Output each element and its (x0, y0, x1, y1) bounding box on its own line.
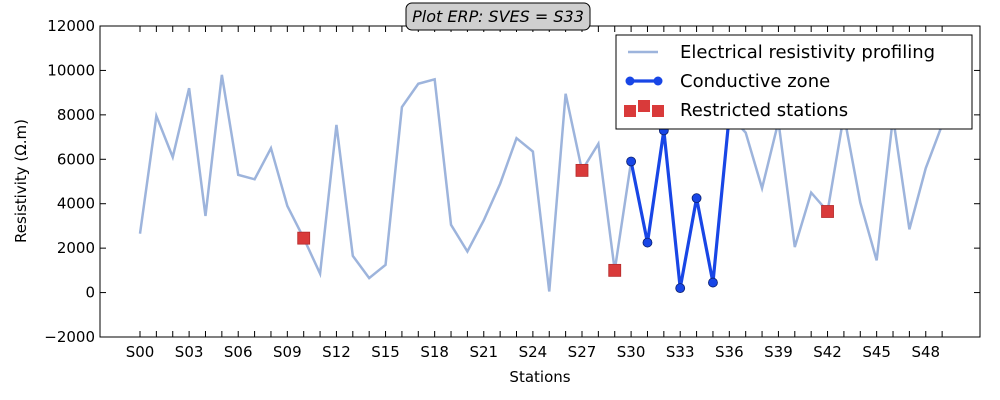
legend-swatch-marker (625, 76, 635, 86)
conductive-point-1 (642, 237, 653, 248)
x-tick-label: S21 (469, 343, 498, 361)
y-tick-label: −2000 (44, 328, 95, 346)
x-tick-label: S24 (519, 343, 548, 361)
x-tick-label: S48 (911, 343, 940, 361)
legend-swatch-marker (653, 76, 663, 86)
legend: Electrical resistivity profiling Conducti… (615, 34, 973, 130)
y-tick-label: 6000 (57, 150, 95, 168)
y-axis-label: Resistivity (Ω.m) (12, 119, 30, 243)
conductive-point-4 (691, 193, 702, 204)
conductive-point-0 (626, 156, 636, 167)
x-tick-label: S33 (666, 343, 695, 361)
restricted-point-3 (821, 205, 834, 218)
conductive-point-3 (675, 283, 686, 294)
legend-label: Restricted stations (680, 100, 848, 121)
x-tick-label: S15 (371, 343, 400, 361)
x-tick-label: S03 (175, 343, 204, 361)
legend-label: Conductive zone (680, 71, 830, 92)
x-tick-label: S39 (764, 343, 793, 361)
x-tick-label: S30 (617, 343, 646, 361)
x-tick-label: S36 (715, 343, 744, 361)
restricted-point-1 (575, 163, 589, 177)
axes: −2000 0 2000 4000 6000 8000 10000 12000 S00 S03 S0… (44, 17, 981, 361)
x-tick-label: S27 (568, 343, 597, 361)
x-tick-label: S09 (273, 343, 302, 361)
legend-label: Electrical resistivity profiling (680, 42, 935, 63)
series-line-0 (138, 74, 944, 292)
series-line-1 (629, 114, 731, 289)
y-tick-label: 4000 (57, 195, 95, 213)
x-tick-label: S00 (126, 343, 155, 361)
x-tick-label: S45 (862, 343, 891, 361)
y-tick-label: 8000 (57, 106, 95, 124)
x-tick-label: S12 (322, 343, 351, 361)
y-tick-label: 12000 (47, 17, 95, 35)
legend-swatch-square (624, 105, 636, 117)
y-tick-label: 2000 (57, 239, 95, 257)
restricted-point-0 (297, 231, 311, 245)
chart-title: Plot ERP: SVES = S33 (412, 7, 584, 26)
x-tick-label: S42 (813, 343, 842, 361)
x-axis-label: Stations (509, 368, 570, 386)
restricted-point-2 (608, 263, 622, 277)
legend-swatch-square (652, 105, 664, 117)
legend-box (615, 34, 973, 130)
x-tick-label: S06 (224, 343, 253, 361)
y-tick-label: 0 (85, 284, 95, 302)
x-tick-label: S18 (420, 343, 449, 361)
y-tick-label: 10000 (47, 61, 95, 79)
legend-swatch-square (638, 100, 650, 112)
title-box (405, 2, 591, 31)
chart-title-box: Plot ERP: SVES = S33 (405, 2, 591, 31)
conductive-point-5 (708, 277, 718, 288)
